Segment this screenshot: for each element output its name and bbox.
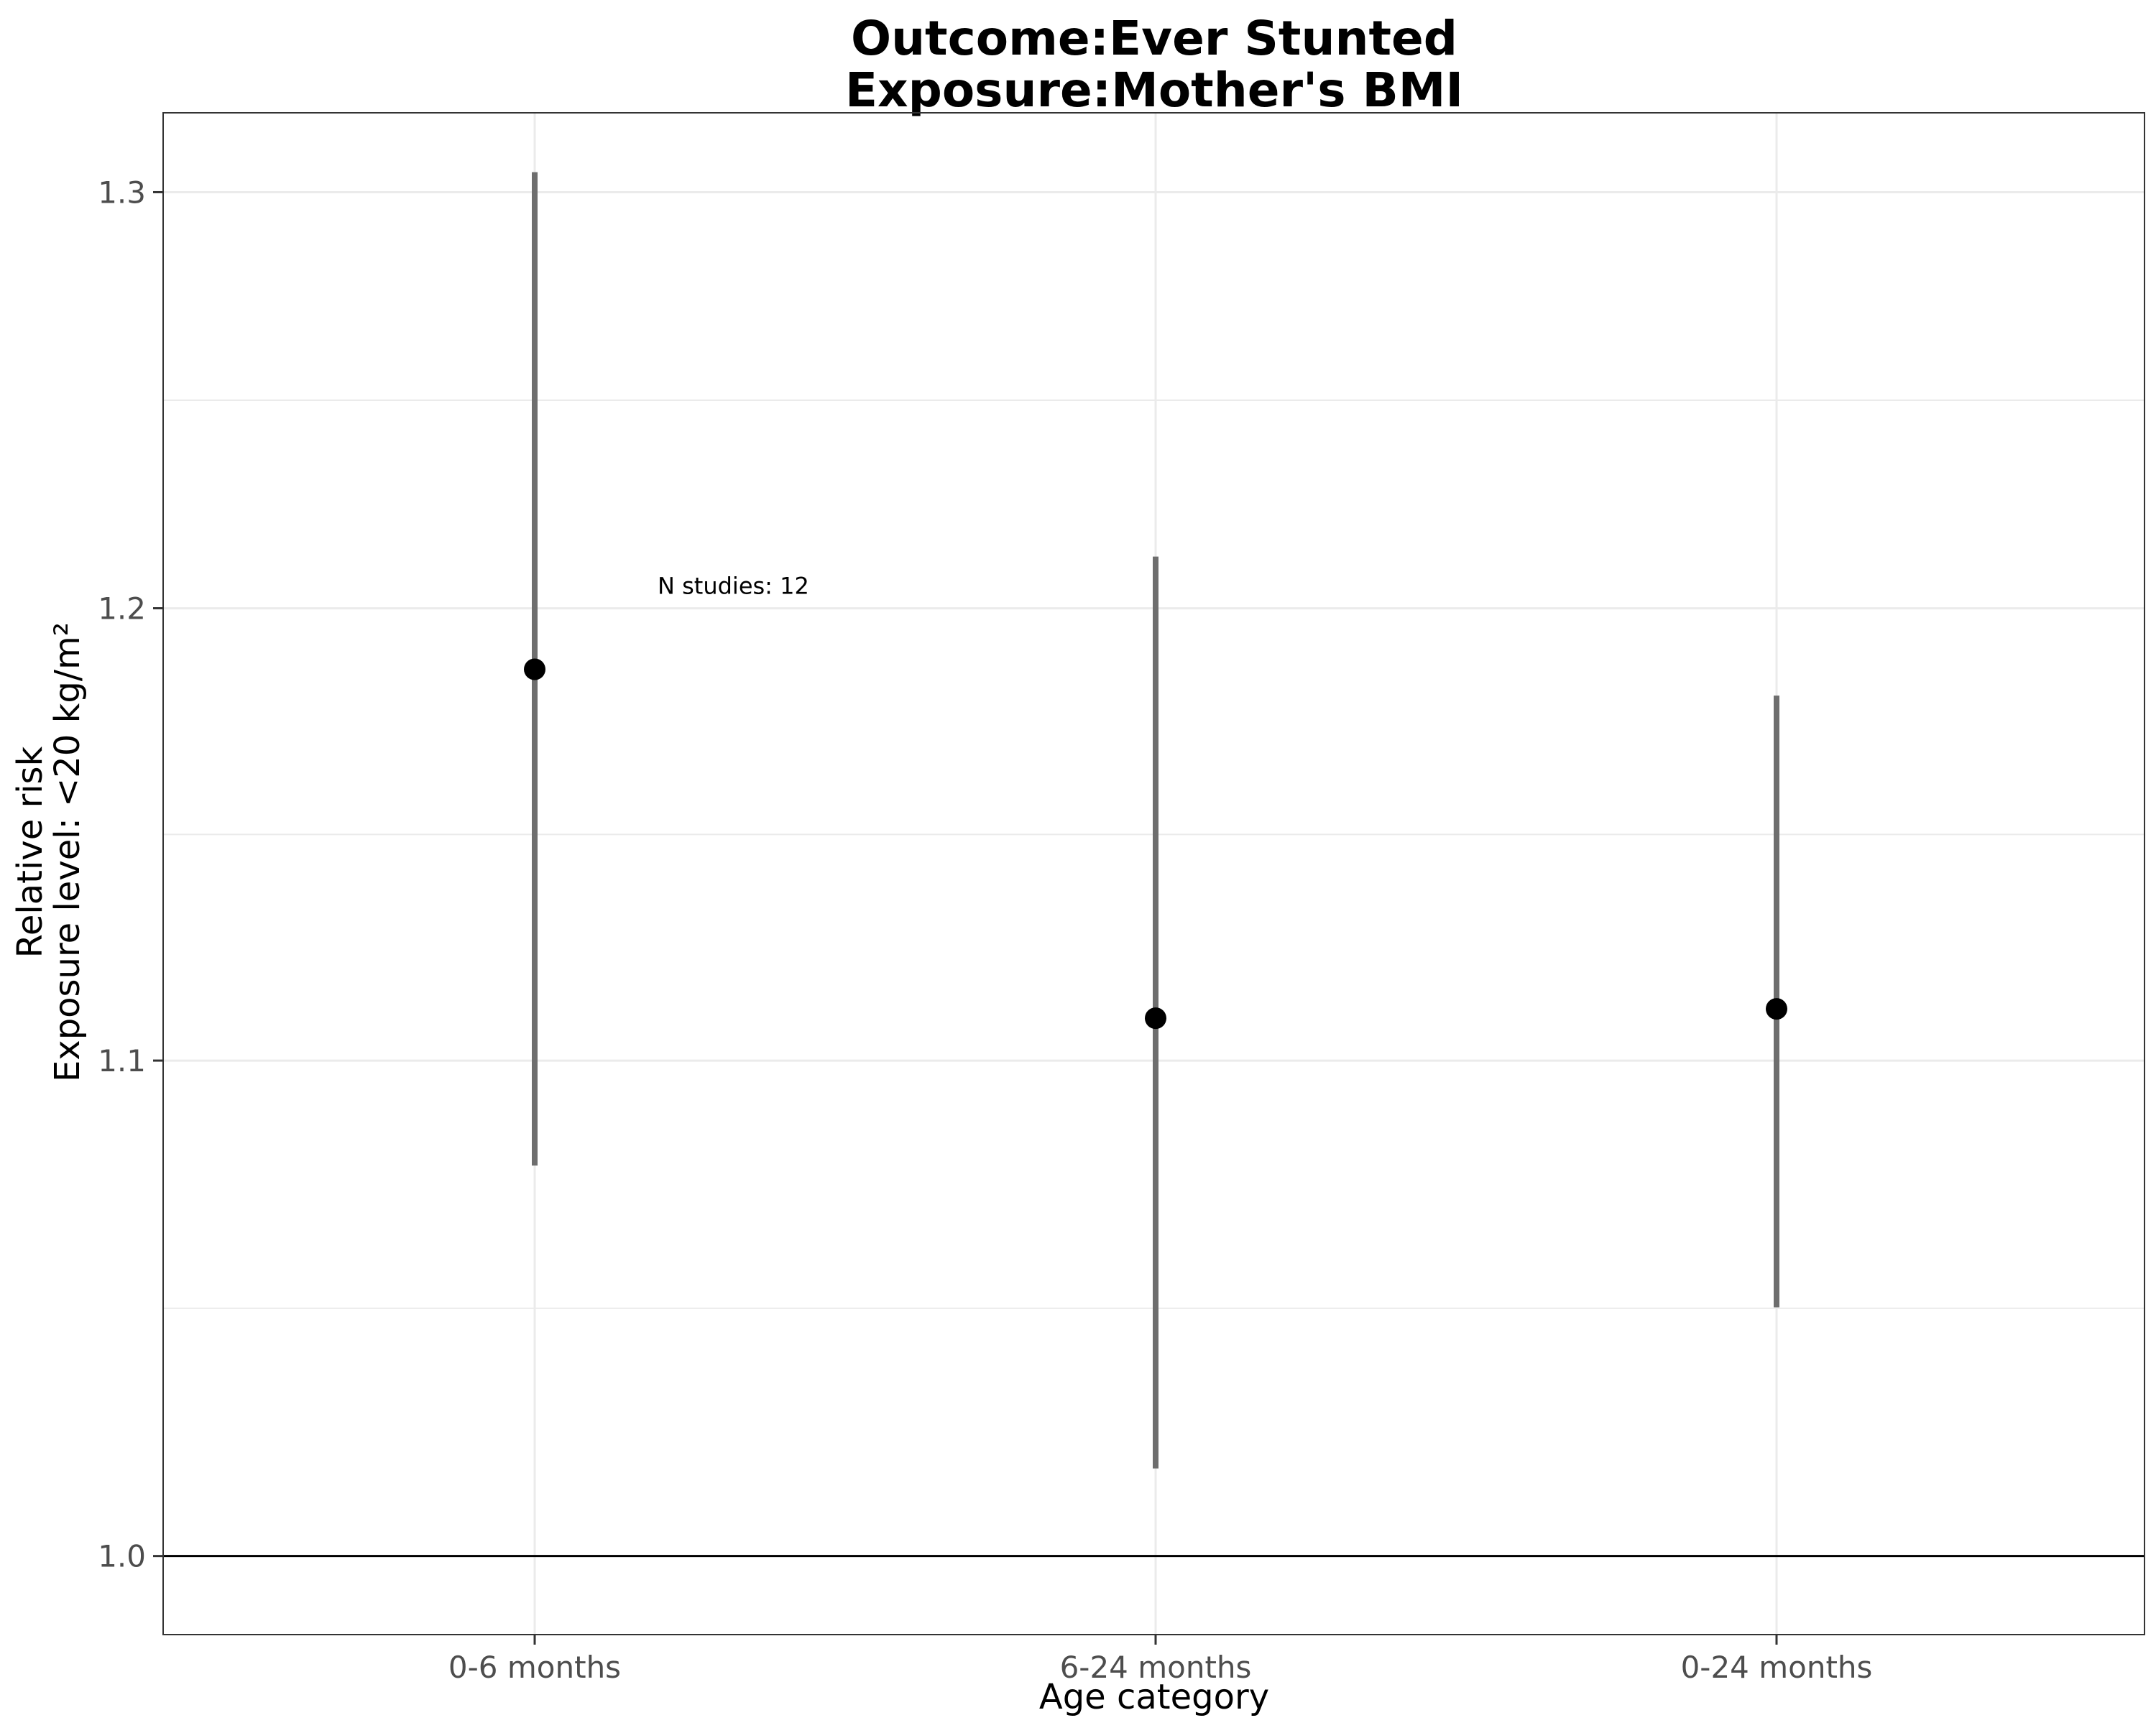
y-axis-subtitle: Exposure level: <20 kg/m² [47, 622, 88, 1082]
x-axis-ticks: 0-6 months 6-24 months 0-24 months [448, 1635, 1873, 1685]
y-tick-label: 1.2 [98, 591, 146, 627]
x-tick-label: 0-6 months [448, 1650, 621, 1685]
plot-panel-border [162, 112, 2145, 1635]
y-tick-label: 1.0 [98, 1539, 146, 1574]
y-axis-title: Relative risk [10, 746, 50, 958]
point-estimates [524, 658, 1787, 1030]
x-axis-title: Age category [1039, 1677, 1269, 1717]
chart-title: Outcome:Ever Stunted [851, 11, 1457, 66]
n-studies-annotation: N studies: 12 [658, 573, 809, 600]
y-tick-label: 1.1 [98, 1043, 146, 1078]
y-tick-label: 1.3 [98, 175, 146, 210]
x-tick-label: 0-24 months [1681, 1650, 1873, 1685]
y-axis-ticks: 1.0 1.1 1.2 1.3 [98, 175, 163, 1574]
point-estimate [1766, 998, 1787, 1020]
x-tick-label: 6-24 months [1060, 1650, 1252, 1685]
chart-subtitle: Exposure:Mother's BMI [845, 63, 1463, 118]
point-estimate [524, 658, 545, 680]
point-estimate [1145, 1007, 1166, 1030]
